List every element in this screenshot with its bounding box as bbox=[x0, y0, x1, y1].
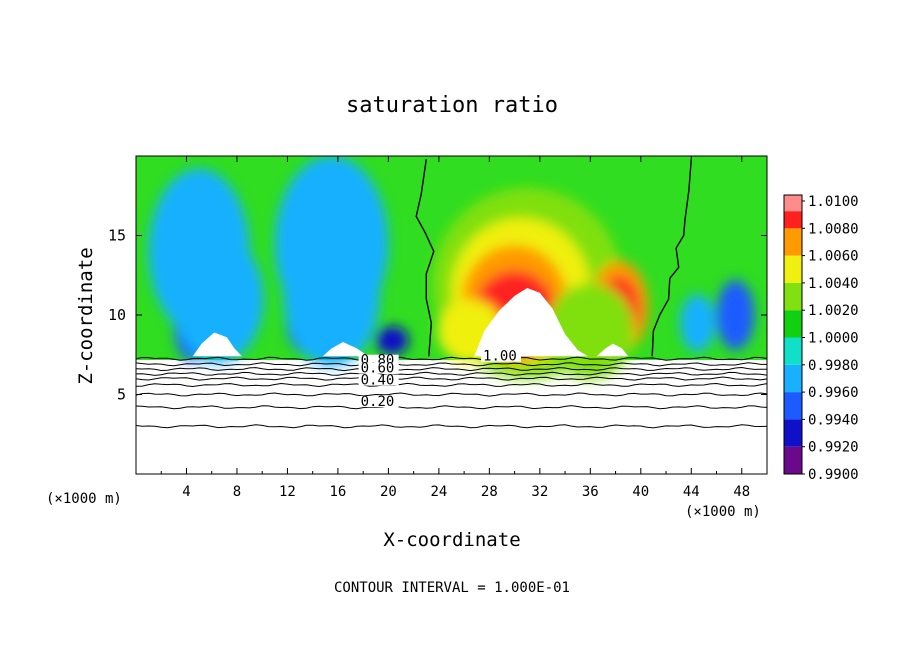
saturation-boundaries bbox=[415, 159, 692, 357]
cloud-region-ridge-6 bbox=[192, 332, 242, 357]
x-tick-label-16: 16 bbox=[329, 484, 346, 500]
colorbar-swatch-6 bbox=[784, 282, 802, 311]
contour-label-2: 0.60 bbox=[361, 361, 395, 377]
x-tick-label-44: 44 bbox=[683, 484, 700, 500]
contour-line-6 bbox=[136, 392, 767, 397]
contour-line-1 bbox=[136, 362, 767, 367]
contour-lines bbox=[136, 356, 767, 429]
colorbar-label-0: 0.9900 bbox=[808, 467, 859, 483]
x-tick-label-4: 4 bbox=[182, 484, 190, 500]
contour-label-bg-0 bbox=[481, 350, 522, 362]
x-tick-label-36: 36 bbox=[582, 484, 599, 500]
y-tick-label-15: 15 bbox=[108, 227, 126, 245]
colorbar-label-9: 1.0080 bbox=[808, 221, 859, 237]
contour-label-bg-1 bbox=[358, 354, 399, 366]
colorbar-label-2: 0.9940 bbox=[808, 412, 859, 428]
contour-line-7 bbox=[136, 405, 767, 410]
x-tick-label-8: 8 bbox=[233, 484, 241, 500]
contour-interval-footer: CONTOUR INTERVAL = 1.000E-01 bbox=[334, 580, 570, 596]
x-tick-label-40: 40 bbox=[632, 484, 649, 500]
x-unit-left: (×1000 m) bbox=[46, 491, 122, 507]
x-unit-right: (×1000 m) bbox=[685, 504, 761, 520]
y-axis-ticks: 5 10 15 bbox=[108, 227, 767, 404]
saturation-boundary-left bbox=[415, 159, 435, 357]
colorbar-swatch-10 bbox=[784, 195, 802, 212]
x-axis-label: X-coordinate bbox=[383, 529, 520, 551]
x-tick-label-24: 24 bbox=[430, 484, 447, 500]
saturation-boundary-right bbox=[651, 159, 692, 357]
colorbar-swatch-4 bbox=[784, 337, 802, 365]
colorbar-swatch-1 bbox=[784, 419, 802, 447]
plot-area: 1.000.800.600.400.20 bbox=[136, 156, 767, 474]
field-feature-dry-10 bbox=[679, 294, 716, 352]
contour-line-4 bbox=[136, 376, 767, 381]
contour-labels: 1.000.800.600.400.20 bbox=[358, 349, 522, 410]
contour-line-5 bbox=[136, 382, 767, 388]
contour-label-bg-2 bbox=[358, 362, 399, 374]
x-tick-label-48: 48 bbox=[733, 484, 750, 500]
colorbar-label-4: 0.9980 bbox=[808, 358, 859, 374]
contour-label-bg-3 bbox=[358, 374, 399, 386]
contour-label-4: 0.20 bbox=[361, 394, 395, 410]
contour-label-0: 1.00 bbox=[483, 349, 517, 365]
x-tick-label-12: 12 bbox=[279, 484, 296, 500]
cloud-regions bbox=[192, 288, 629, 357]
contour-line-3 bbox=[136, 371, 767, 376]
colorbar-swatch-8 bbox=[784, 228, 802, 256]
x-tick-label-28: 28 bbox=[481, 484, 498, 500]
colorbar-swatch-3 bbox=[784, 364, 802, 393]
colorbar-label-8: 1.0060 bbox=[808, 249, 859, 265]
colorbar-label-1: 0.9920 bbox=[808, 440, 859, 456]
y-tick-label-10: 10 bbox=[108, 306, 126, 324]
contour-label-bg-4 bbox=[358, 396, 399, 408]
cloud-region-ridge-15 bbox=[322, 342, 369, 357]
contour-line-8 bbox=[136, 424, 767, 429]
y-axis-label: Z-coordinate bbox=[75, 247, 97, 384]
colorbar-swatch-5 bbox=[784, 310, 802, 338]
field-feature-dry-8 bbox=[274, 156, 389, 331]
colorbar-swatch-0 bbox=[784, 446, 802, 474]
field-feature-dry-2 bbox=[375, 326, 409, 355]
colorbar-label-10: 1.0100 bbox=[808, 194, 859, 210]
x-tick-label-32: 32 bbox=[531, 484, 548, 500]
colorbar-label-7: 1.0040 bbox=[808, 276, 859, 292]
cloud-region-cloud-37 bbox=[596, 343, 629, 357]
colorbar-label-6: 1.0020 bbox=[808, 303, 859, 319]
chart-title: saturation ratio bbox=[346, 93, 558, 118]
cloud-region-cloud-31 bbox=[474, 288, 588, 357]
colorbar-label-3: 0.9960 bbox=[808, 385, 859, 401]
field-feature-dry-9 bbox=[716, 280, 755, 350]
colorbar-swatch-7 bbox=[784, 255, 802, 283]
contour-line-2 bbox=[136, 366, 767, 372]
colorbar-frame bbox=[783, 194, 803, 475]
colorbar: 0.9900 0.9920 0.9940 0.9960 0.9980 1.0000 1.00… bbox=[783, 194, 859, 483]
contour-label-3: 0.40 bbox=[361, 373, 395, 389]
x-axis-ticks: 4 8 12 16 20 24 28 32 36 40 44 48 bbox=[160, 156, 750, 500]
contour-line-0 bbox=[136, 356, 767, 361]
colorbar-label-5: 1.0000 bbox=[808, 331, 859, 347]
x-tick-label-20: 20 bbox=[380, 484, 397, 500]
colorbar-swatch-2 bbox=[784, 392, 802, 420]
y-tick-label-5: 5 bbox=[117, 386, 126, 404]
field-feature-dry-7 bbox=[148, 168, 250, 335]
